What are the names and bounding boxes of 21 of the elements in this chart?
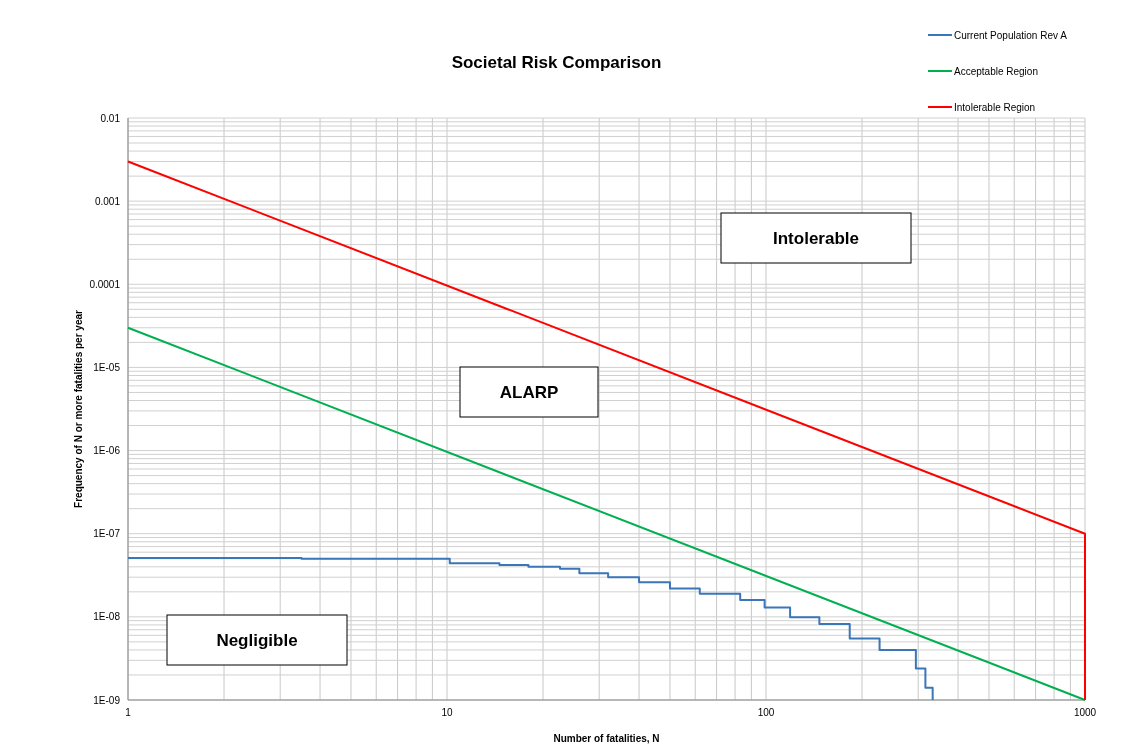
x-tick-label: 1000 (1073, 707, 1097, 718)
legend-label: Intolerable Region (954, 102, 1036, 113)
legend-label: Acceptable Region (954, 66, 1038, 77)
legend-label: Current Population Rev A (954, 30, 1068, 41)
y-tick-label: 1E-08 (93, 611, 121, 623)
x-tick-label: 10 (441, 707, 453, 718)
y-tick-label: 0.0001 (89, 278, 121, 290)
annotation: ALARP (499, 383, 559, 402)
chart-title: Societal Risk Comparison (451, 53, 662, 72)
y-tick-label: 1E-06 (93, 445, 121, 457)
y-tick-label: 1E-07 (93, 528, 121, 540)
y-tick-label: 1E-09 (93, 694, 121, 706)
y-tick-label: 1E-05 (93, 361, 121, 373)
y-tick-label: 0.01 (100, 112, 121, 124)
y-tick-label: 0.001 (94, 195, 121, 207)
annotation: Negligible (216, 631, 298, 650)
x-tick-label: 100 (757, 707, 775, 718)
x-tick-label: 1 (125, 707, 132, 718)
annotation: Intolerable (773, 229, 859, 248)
x-axis-title: Number of fatalities, N (553, 733, 660, 744)
y-axis-title: Frequency of N or more fatalities per year (73, 309, 84, 508)
